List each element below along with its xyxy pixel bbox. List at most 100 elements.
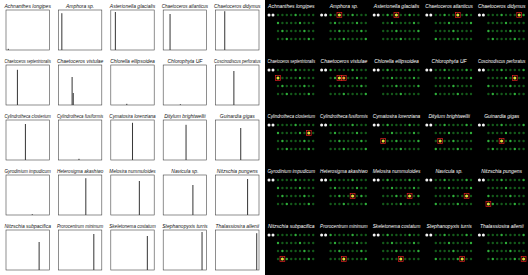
array-title: Prorocentrum minimum — [320, 223, 368, 229]
probe-spot — [312, 77, 314, 79]
probe-spot — [395, 30, 397, 32]
probe-spot — [408, 69, 410, 71]
probe-spot — [356, 69, 358, 71]
probe-spot — [338, 85, 340, 87]
probe-spot — [351, 38, 353, 40]
probe-spot — [417, 250, 419, 252]
probe-spot — [448, 195, 450, 197]
probe-spot — [277, 77, 279, 79]
subplot: Cylindrotheca fusiformis — [57, 113, 104, 161]
probe-spot — [439, 234, 441, 236]
plot-frame — [216, 120, 259, 160]
probe-spot — [395, 250, 397, 252]
probe-spot — [299, 77, 301, 79]
probe-spot — [514, 258, 516, 260]
probe-spot — [518, 140, 520, 142]
probe-spot — [343, 179, 345, 181]
probe-spot — [500, 22, 502, 24]
probe-spot — [365, 38, 367, 40]
probe-spot — [351, 187, 353, 189]
subplot-title: Cymatosira lorenziana — [109, 113, 156, 119]
probe-spot — [303, 77, 305, 79]
control-spot — [425, 124, 428, 127]
bar — [78, 159, 79, 160]
array-title: Stephanopyxis turris — [426, 223, 472, 229]
subplot-title: Cylindrotheca closterium — [5, 113, 51, 119]
probe-spot — [435, 148, 437, 150]
probe-spot — [496, 187, 498, 189]
probe-spot — [277, 93, 279, 95]
probe-spot — [505, 242, 507, 244]
highlight-box — [499, 138, 504, 143]
probe-spot — [281, 203, 283, 205]
array-panel: Cylindrotheca fusiformis — [320, 113, 368, 151]
probe-spot — [400, 234, 402, 236]
bars — [247, 179, 248, 215]
positive-spot — [408, 195, 411, 198]
probe-spot — [277, 258, 279, 260]
subplot-title: Chaetoceros didymus — [214, 3, 261, 9]
probe-spot — [408, 234, 410, 236]
probe-spot — [417, 203, 419, 205]
probe-spot — [496, 179, 498, 181]
probe-spot — [343, 38, 345, 40]
probe-spot — [457, 148, 459, 150]
probe-spot — [514, 14, 516, 16]
probe-spot — [487, 148, 489, 150]
probe-spot — [496, 38, 498, 40]
probe-spot — [452, 132, 454, 134]
positive-spot — [338, 77, 341, 80]
probe-spot — [312, 30, 314, 32]
probe-spot — [290, 38, 292, 40]
probe-spot — [312, 179, 314, 181]
control-spot — [272, 234, 275, 237]
bars — [61, 13, 62, 50]
subplot-title: Nitzschia subpacifica — [5, 223, 52, 229]
probe-spot — [514, 187, 516, 189]
probe-spot — [356, 179, 358, 181]
probe-spot — [308, 38, 310, 40]
probe-spot — [457, 132, 459, 134]
probe-spot — [356, 250, 358, 252]
probe-spot — [443, 77, 445, 79]
probe-spot — [312, 242, 314, 244]
probe-spot — [470, 242, 472, 244]
probe-spot — [443, 124, 445, 126]
probe-spot — [514, 242, 516, 244]
probe-spot — [338, 132, 340, 134]
probe-spot — [312, 132, 314, 134]
array-panel: Asterionella glacialis — [373, 3, 420, 41]
probe-spot — [514, 179, 516, 181]
probe-spot — [496, 77, 498, 79]
subplot: Melosira nummuloides — [109, 168, 156, 216]
subplot-title: Ditylum brightwellii — [164, 113, 206, 119]
probe-spot — [448, 132, 450, 134]
array-title: Chlorophyta UF — [432, 58, 468, 64]
probe-spot — [448, 93, 450, 95]
probe-spot — [290, 234, 292, 236]
probe-spot — [303, 85, 305, 87]
probe-spot — [329, 242, 331, 244]
bars — [17, 70, 18, 105]
probe-spot — [500, 250, 502, 252]
probe-spot — [487, 179, 489, 181]
probe-spot — [334, 234, 336, 236]
probe-spot — [294, 93, 296, 95]
control-spot — [429, 234, 432, 237]
probe-spot — [400, 124, 402, 126]
control-spot — [478, 234, 481, 237]
probe-spot — [360, 195, 362, 197]
probe-spot — [470, 77, 472, 79]
probe-spot — [404, 93, 406, 95]
probe-spot — [492, 195, 494, 197]
probe-spot — [457, 30, 459, 32]
probe-spot — [514, 148, 516, 150]
probe-spot — [417, 30, 419, 32]
probe-spot — [382, 30, 384, 32]
probe-spot — [417, 85, 419, 87]
probe-spot — [382, 148, 384, 150]
probe-spot — [465, 250, 467, 252]
probe-spot — [294, 234, 296, 236]
probe-spot — [303, 195, 305, 197]
probe-spot — [487, 30, 489, 32]
